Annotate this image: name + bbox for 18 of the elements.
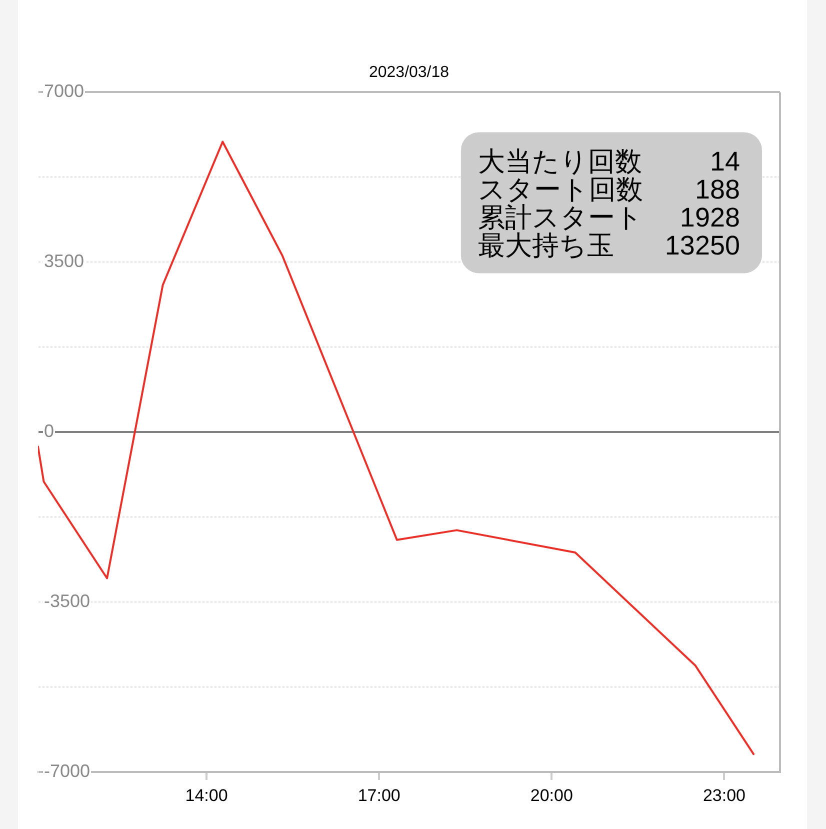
annotation: 188: [694, 174, 740, 205]
y-tick-label: 0: [44, 421, 54, 442]
annotation: 大当たり回数: [478, 146, 642, 177]
y-tick-label: -3500: [44, 591, 90, 612]
x-tick-label: 14:00: [185, 786, 228, 805]
chart-title: 2023/03/18: [368, 64, 450, 82]
x-tick-label: 20:00: [530, 786, 573, 805]
x-tick-label: 17:00: [358, 786, 400, 805]
annotation: 累計スタート: [478, 202, 643, 233]
annotation: スタート回数: [478, 174, 643, 205]
annotation: 14: [710, 146, 740, 177]
annotation: 1928: [680, 202, 740, 233]
y-tick-label: -7000: [44, 760, 90, 781]
annotation: 13250: [664, 230, 740, 261]
y-tick-label: 3500: [44, 251, 84, 272]
annotation: 最大持ち玉: [478, 230, 614, 261]
x-tick-label: 23:00: [702, 786, 746, 805]
y-tick-label: 7000: [44, 81, 84, 102]
